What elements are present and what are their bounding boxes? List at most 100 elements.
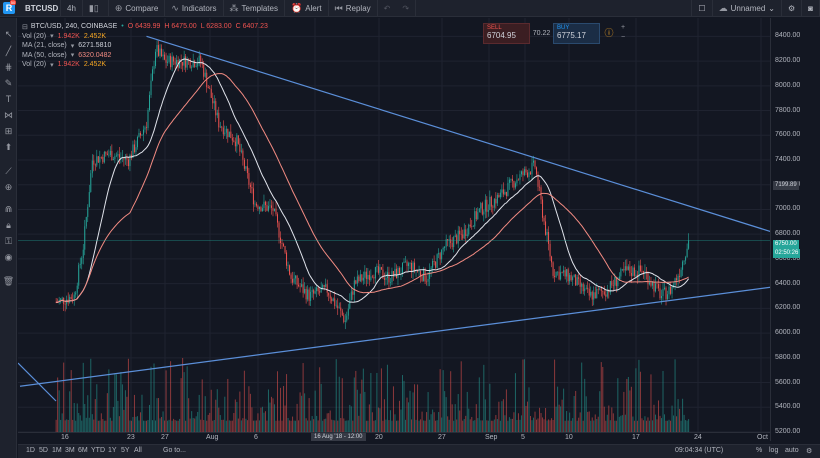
volume-bar — [484, 399, 486, 432]
clock-label[interactable]: 09:04:34 (UTC) — [675, 447, 724, 454]
zoom-icon[interactable]: ⊕ — [4, 182, 13, 192]
price-axis[interactable]: 8400.00 8200.00 8000.00 7800.00 7600.00 7400.… — [770, 18, 820, 441]
interval-button[interactable]: 4h — [60, 0, 83, 17]
indicators-button[interactable]: ∿ Indicators — [165, 0, 224, 17]
trendline-tool-icon[interactable]: ╱ — [5, 46, 12, 56]
candle-body — [585, 287, 587, 289]
candle-body — [438, 253, 440, 255]
symbol-search[interactable]: BTCUSD — [25, 4, 59, 13]
candle-body — [469, 224, 471, 227]
volume-bar — [536, 419, 538, 432]
candle-body — [361, 274, 363, 281]
volume-bar — [411, 419, 413, 432]
range-button-1m[interactable]: 1M — [52, 447, 62, 454]
volume-bar — [153, 363, 155, 432]
candle-body — [594, 292, 596, 299]
brush-tool-icon[interactable]: ✎ — [4, 78, 13, 88]
info-icon[interactable]: ⓘ — [604, 28, 614, 38]
layout-menu[interactable]: ☁ Unnamed ⌄ — [713, 0, 782, 17]
range-button-all[interactable]: All — [134, 447, 142, 454]
candle-body — [632, 267, 634, 276]
candle-body — [533, 160, 535, 163]
chart-settings-icon[interactable]: ⚙ — [806, 448, 813, 455]
range-button-5y[interactable]: 5Y — [121, 447, 130, 454]
candle-body — [383, 278, 385, 280]
redo-button[interactable]: ↷ — [396, 0, 417, 17]
volume-bar — [240, 420, 242, 432]
fib-tool-icon[interactable]: ⋕ — [4, 62, 13, 72]
quantity-stepper[interactable]: + − — [620, 24, 626, 41]
goto-date-button[interactable]: Go to... — [163, 447, 186, 454]
legend-indicator-row[interactable]: MA (50, close) ▾ 6320.0482 — [22, 51, 268, 61]
alert-button[interactable]: ⏰ Alert — [285, 0, 329, 17]
candle-body — [347, 308, 349, 316]
eye-icon[interactable]: ◉ — [4, 252, 13, 262]
chevron-down-icon: ▾ — [70, 52, 75, 60]
volume-bar — [188, 398, 190, 432]
app-logo[interactable]: R — [3, 2, 15, 14]
snapshot-button[interactable]: ◙ — [802, 0, 820, 17]
range-button-3m[interactable]: 3M — [65, 447, 75, 454]
volume-bar — [302, 363, 304, 432]
text-tool-icon[interactable]: T — [5, 94, 12, 104]
arrow-up-tool-icon[interactable]: ⬆ — [4, 142, 13, 152]
candle-body — [501, 189, 503, 193]
legend-indicator-row[interactable]: Vol (20) ▾ 1.942K 2.452K — [22, 60, 268, 70]
candle-body — [584, 288, 586, 292]
pattern-tool-icon[interactable]: ⋈ — [4, 110, 13, 120]
percent-scale-toggle[interactable]: % — [756, 447, 763, 454]
time-tick-label: 27 — [161, 434, 169, 441]
price-chart[interactable] — [18, 18, 796, 441]
series-title[interactable]: BTC/USD, 240, COINBASE — [30, 23, 118, 31]
cursor-tool-icon[interactable]: ↖ — [4, 29, 13, 39]
candle-body — [145, 127, 147, 128]
templates-button[interactable]: ⁂ Templates — [224, 0, 285, 17]
camera-icon: ◙ — [808, 4, 813, 13]
auto-scale-toggle[interactable]: auto — [785, 447, 799, 454]
candle-body — [349, 300, 351, 309]
sell-button[interactable]: SELL 6704.95 — [483, 23, 530, 44]
volume-bar — [487, 420, 489, 432]
volume-bar — [334, 420, 336, 432]
candle-body — [171, 56, 173, 68]
magnet-icon[interactable]: ⋒ — [4, 204, 13, 214]
legend-indicator-row[interactable]: MA (21, close) ▾ 6271.5810 — [22, 41, 268, 51]
spread-value: 70.22 — [532, 30, 551, 37]
replay-button[interactable]: ⏮ Replay — [329, 0, 378, 17]
undo-button[interactable]: ↶ — [383, 4, 391, 13]
ruler-icon[interactable]: ⟋ — [5, 166, 12, 176]
lock-icon[interactable]: 🔒︎ — [6, 220, 11, 230]
volume-bar — [292, 416, 294, 432]
trash-icon[interactable]: 🗑︎ — [2, 276, 15, 286]
candle-body — [567, 269, 569, 282]
volume-bar — [508, 417, 510, 432]
range-button-5d[interactable]: 5D — [39, 447, 48, 454]
candle-body — [149, 95, 151, 111]
candle-body — [156, 45, 158, 52]
candle-body — [295, 275, 297, 279]
lock-drawings-icon[interactable]: ⚿ — [5, 236, 12, 246]
log-scale-toggle[interactable]: log — [769, 447, 779, 454]
candle-body — [90, 173, 92, 193]
volume-bar — [82, 362, 84, 432]
volume-bar — [264, 411, 266, 432]
time-axis[interactable]: 162327Aug6132027Sep5101724Oct 16 Aug '18… — [18, 432, 770, 444]
compare-button[interactable]: ⊕ Compare — [109, 0, 166, 17]
range-button-1d[interactable]: 1D — [26, 447, 35, 454]
volume-bar — [507, 420, 509, 432]
chart-style-button[interactable]: ▮▯ — [83, 0, 109, 17]
fullscreen-button[interactable]: ☐ — [691, 0, 713, 17]
candle-body — [236, 135, 238, 147]
legend-indicator-row[interactable]: Vol (20) ▾ 1.942K 2.452K — [22, 32, 268, 42]
range-button-1y[interactable]: 1Y — [108, 447, 117, 454]
candle-body — [513, 181, 515, 188]
candle-body — [505, 191, 507, 196]
prediction-tool-icon[interactable]: ⊞ — [4, 126, 13, 136]
time-tick-label: 20 — [375, 434, 383, 441]
buy-button[interactable]: BUY 6775.17 — [553, 23, 600, 44]
collapse-icon[interactable]: ⊟ — [22, 23, 28, 31]
range-button-6m[interactable]: 6M — [78, 447, 88, 454]
settings-button[interactable]: ⚙ — [782, 0, 803, 17]
range-button-ytd[interactable]: YTD — [91, 447, 105, 454]
volume-bar — [389, 410, 391, 432]
